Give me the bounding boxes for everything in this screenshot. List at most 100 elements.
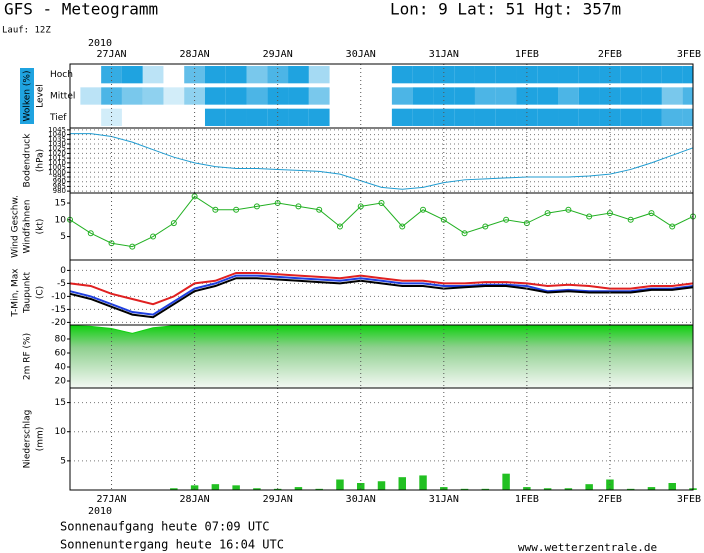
- label-box: [20, 68, 34, 124]
- cloud-cell: [495, 108, 517, 126]
- precip-bar: [419, 475, 427, 490]
- y-tick-label: 5: [60, 456, 66, 466]
- marker: [170, 220, 177, 227]
- cloud-cell: [225, 87, 247, 105]
- x-tick-label: 1FEB: [515, 494, 539, 505]
- y-axis-label: (C): [36, 286, 46, 299]
- cloud-cell: [143, 109, 164, 126]
- cloud-cell: [391, 87, 413, 105]
- cloud-cell: [412, 66, 434, 84]
- y-axis-label: 2m RF (%): [23, 333, 33, 380]
- sunrise: Sonnenaufgang heute 07:09 UTC: [60, 520, 270, 534]
- marker: [212, 206, 219, 213]
- y-axis-label: Wind Geschw.: [11, 195, 21, 258]
- site: www.wetterzentrale.de: [518, 541, 657, 553]
- y-tick-label: 0: [60, 266, 66, 276]
- series-line: [69, 195, 694, 248]
- cloud-cell: [620, 108, 642, 126]
- marker: [606, 210, 613, 217]
- marker: [648, 210, 655, 217]
- y-axis-label: Niederschlag: [23, 410, 33, 469]
- precip-bar: [543, 488, 552, 490]
- cloud-cell: [288, 108, 309, 126]
- marker: [378, 200, 385, 207]
- cloud-cell: [330, 66, 351, 83]
- y-tick-label: 15: [55, 199, 66, 209]
- y-axis-label: Wolken (%): [23, 71, 33, 122]
- y-tick-label: 60: [55, 349, 67, 359]
- cloud-cell: [246, 108, 268, 126]
- x-tick-label: 30JAN: [346, 49, 376, 60]
- marker: [336, 223, 343, 230]
- run: Lauf: 12Z: [2, 26, 51, 36]
- y-axis-label: Bodendruck: [23, 133, 33, 188]
- marker: [295, 203, 302, 210]
- cloud-cell: [474, 87, 496, 105]
- y-tick-label: -10: [51, 292, 66, 302]
- marker: [586, 213, 593, 220]
- cloud-cell: [454, 108, 475, 126]
- cloud-cell: [641, 108, 662, 126]
- cloud-cell: [599, 108, 621, 126]
- x-tick-label: 27JAN: [96, 494, 126, 505]
- series-line: [69, 272, 694, 306]
- y-tick-label: 15: [55, 398, 66, 408]
- cloud-cell: [121, 66, 143, 84]
- x-tick-label: 28JAN: [180, 494, 210, 505]
- x-tick-label: 30JAN: [346, 494, 376, 505]
- cloud-cell: [80, 66, 101, 83]
- title: GFS - Meteogramm: [4, 0, 158, 19]
- cloud-cell: [142, 87, 164, 105]
- cloud-cell: [163, 87, 185, 105]
- cloud-cell: [537, 108, 559, 126]
- x-tick-label: 1FEB: [515, 49, 539, 60]
- marker: [87, 230, 94, 237]
- marker: [544, 210, 551, 217]
- cloud-cell: [620, 66, 642, 84]
- cloud-cell: [308, 66, 330, 84]
- cloud-cell: [578, 108, 600, 126]
- y-tick-label: 20: [55, 377, 67, 387]
- series-line: [70, 133, 694, 190]
- cloud-cell: [641, 66, 662, 84]
- cloud-cell: [288, 87, 309, 105]
- cloud-cell: [558, 87, 579, 105]
- cloud-cell: [142, 66, 164, 84]
- cloud-cell: [474, 66, 496, 84]
- precip-bar: [190, 485, 199, 490]
- marker: [627, 216, 634, 223]
- cloud-cell: [330, 109, 351, 126]
- y-tick-label: 995: [53, 173, 66, 181]
- cloud-cell: [516, 66, 538, 84]
- cloud-cell: [661, 66, 683, 84]
- x-tick-label: 2FEB: [598, 49, 622, 60]
- x-tick-label: 29JAN: [263, 49, 293, 60]
- y-tick-label: 1020: [48, 149, 66, 157]
- y-axis-label: (mm): [36, 427, 46, 452]
- cloud-cell: [412, 87, 434, 105]
- y-tick-label: 1035: [48, 135, 66, 143]
- cloud-cell: [184, 109, 205, 126]
- cloud-cell: [641, 87, 662, 105]
- series-line: [69, 274, 694, 316]
- cloud-cell: [267, 108, 289, 126]
- marker: [503, 216, 510, 223]
- precip-bar: [502, 473, 510, 490]
- marker: [420, 206, 427, 213]
- x-tick-label: 2FEB: [598, 494, 622, 505]
- cloud-cell: [308, 108, 330, 126]
- panel-frame: [69, 127, 694, 194]
- precip-bar: [356, 483, 365, 490]
- cloud-cell: [308, 87, 330, 105]
- marker: [357, 203, 364, 210]
- y-tick-label: 1005: [48, 164, 66, 172]
- precip-bar: [273, 488, 282, 490]
- year-bottom: 2010: [88, 506, 112, 517]
- precip-bar: [211, 484, 220, 490]
- y-axis-label: (kt): [36, 219, 46, 235]
- x-tick-label: 27JAN: [96, 49, 126, 60]
- precip-bar: [336, 479, 344, 490]
- y-axis-label: Windfahnen: [23, 200, 33, 254]
- cloud-cell: [599, 66, 621, 84]
